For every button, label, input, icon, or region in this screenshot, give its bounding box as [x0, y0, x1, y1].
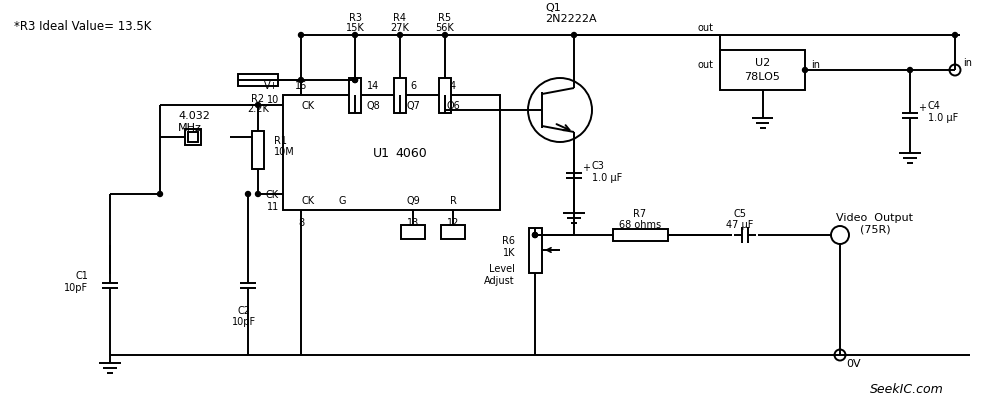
Text: CK: CK — [301, 196, 314, 205]
Text: 10M: 10M — [274, 147, 295, 157]
Text: SeekIC.com: SeekIC.com — [870, 383, 944, 396]
Bar — [283, 96, 500, 211]
Circle shape — [157, 192, 162, 197]
Text: MHz: MHz — [178, 123, 202, 133]
Text: R3: R3 — [349, 13, 362, 23]
Text: R1: R1 — [274, 135, 287, 145]
Text: 11: 11 — [267, 202, 279, 211]
Text: CK: CK — [266, 190, 279, 200]
Bar — [613, 230, 667, 241]
Bar — [529, 228, 542, 273]
Circle shape — [299, 34, 304, 38]
Text: 4060: 4060 — [395, 147, 427, 160]
Text: 1.0 μF: 1.0 μF — [592, 173, 622, 183]
Text: R4: R4 — [393, 13, 406, 23]
Text: 68 ohms: 68 ohms — [619, 220, 661, 230]
Text: C1: C1 — [75, 270, 88, 280]
Text: R5: R5 — [438, 13, 451, 23]
Circle shape — [533, 233, 538, 238]
Text: 12: 12 — [447, 217, 459, 228]
Bar — [439, 78, 451, 113]
Circle shape — [907, 68, 912, 73]
Bar — [252, 131, 264, 169]
Text: C3: C3 — [592, 161, 605, 171]
Bar — [188, 133, 198, 143]
Text: +: + — [918, 103, 926, 113]
Bar — [185, 130, 201, 146]
Text: 47 μF: 47 μF — [726, 220, 754, 230]
Text: Video  Output: Video Output — [837, 213, 913, 222]
Text: R: R — [449, 196, 456, 205]
Circle shape — [256, 192, 261, 197]
Text: 4.032: 4.032 — [178, 111, 210, 121]
Circle shape — [353, 78, 358, 83]
Text: V+: V+ — [264, 81, 279, 91]
Text: 56K: 56K — [435, 23, 454, 33]
Text: *R3 Ideal Value= 13.5K: *R3 Ideal Value= 13.5K — [14, 19, 151, 32]
Bar — [720, 51, 805, 91]
Text: 2N2222A: 2N2222A — [545, 14, 597, 24]
Text: G: G — [338, 196, 346, 205]
Text: C5: C5 — [733, 209, 746, 218]
Text: C2: C2 — [237, 305, 251, 315]
Circle shape — [533, 233, 538, 238]
Text: Q6: Q6 — [446, 101, 460, 111]
Text: R2: R2 — [251, 94, 265, 104]
Bar — [394, 78, 406, 113]
Text: 8: 8 — [298, 217, 304, 228]
Text: R6: R6 — [502, 235, 515, 245]
Text: Level: Level — [489, 263, 515, 273]
Text: C4: C4 — [928, 101, 941, 111]
Circle shape — [572, 34, 577, 38]
Bar — [441, 226, 465, 239]
Text: 14: 14 — [367, 81, 379, 91]
Text: Q1: Q1 — [545, 3, 561, 13]
Text: 10: 10 — [267, 95, 279, 105]
Text: 13: 13 — [407, 217, 419, 228]
Text: U2: U2 — [755, 58, 770, 68]
Circle shape — [442, 34, 447, 38]
Text: 6: 6 — [410, 81, 416, 91]
Circle shape — [256, 103, 261, 108]
Circle shape — [952, 34, 957, 38]
Text: CK: CK — [301, 101, 314, 111]
Text: in: in — [963, 58, 972, 68]
Text: 10pF: 10pF — [64, 282, 88, 292]
Text: 10pF: 10pF — [232, 316, 256, 326]
Text: 16: 16 — [295, 81, 307, 91]
Circle shape — [299, 78, 304, 83]
Text: R7: R7 — [633, 209, 646, 218]
Circle shape — [245, 192, 251, 197]
Circle shape — [803, 68, 808, 73]
Text: Q7: Q7 — [406, 101, 420, 111]
Text: 1K: 1K — [503, 247, 515, 257]
Bar — [238, 75, 278, 87]
Text: 4: 4 — [450, 81, 456, 91]
Circle shape — [353, 78, 358, 83]
Circle shape — [353, 34, 358, 38]
Text: Q8: Q8 — [367, 101, 379, 111]
Text: Adjust: Adjust — [484, 275, 515, 285]
Circle shape — [528, 79, 592, 143]
Text: out: out — [698, 60, 714, 70]
Text: 78LO5: 78LO5 — [745, 72, 781, 82]
Text: out: out — [698, 23, 714, 33]
Text: Q9: Q9 — [406, 196, 420, 205]
Text: U1: U1 — [373, 147, 390, 160]
Text: (75R): (75R) — [860, 224, 890, 234]
Text: 27K: 27K — [390, 23, 409, 33]
Bar — [401, 226, 425, 239]
Text: +: + — [582, 162, 590, 173]
Bar — [349, 78, 361, 113]
Text: in: in — [811, 60, 820, 70]
Circle shape — [397, 34, 402, 38]
Text: 1.0 μF: 1.0 μF — [928, 113, 958, 123]
Text: 2.2K: 2.2K — [247, 104, 269, 114]
Text: 0V: 0V — [847, 358, 862, 368]
Text: 15K: 15K — [346, 23, 365, 33]
